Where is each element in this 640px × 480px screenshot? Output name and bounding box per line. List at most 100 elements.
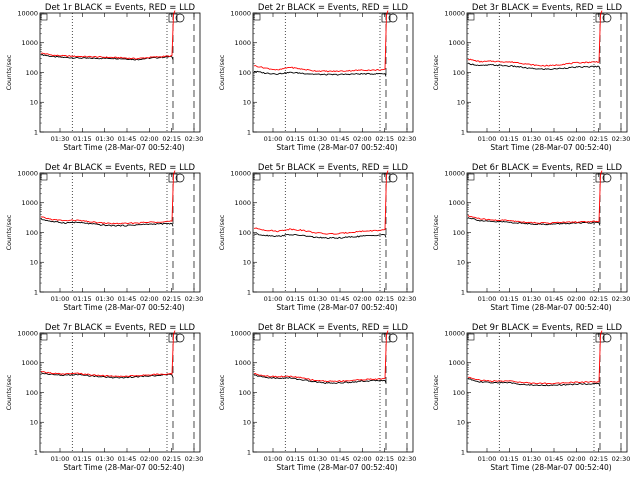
y-axis-label: Counts/sec bbox=[218, 374, 226, 410]
x-tick-label: 01:15 bbox=[73, 295, 92, 303]
y-tick-label: 100 bbox=[26, 229, 38, 237]
det-2r-chart: Det 2r BLACK = Events, RED = LLD 1 10 100 10… bbox=[218, 3, 416, 152]
x-tick-label: 01:00 bbox=[264, 455, 283, 463]
x-tick-label: 02:00 bbox=[353, 135, 372, 143]
x-tick-label: 02:15 bbox=[376, 295, 395, 303]
y-tick-label: 1 bbox=[461, 448, 465, 456]
x-tick-label: 02:15 bbox=[589, 135, 608, 143]
x-tick-label: 01:30 bbox=[51, 135, 70, 143]
events-series-line bbox=[254, 70, 387, 77]
x-tick-label: 01:30 bbox=[522, 455, 541, 463]
chart-title: Det 6r BLACK = Events, RED = LLD bbox=[472, 163, 623, 173]
x-axis-label: Start Time (28-Mar-07 00:52:40) bbox=[490, 143, 611, 152]
y-tick-label: 1000 bbox=[21, 39, 38, 47]
x-tick-label: 01:15 bbox=[500, 295, 519, 303]
x-tick-label: 02:15 bbox=[376, 135, 395, 143]
x-tick-label: 02:15 bbox=[162, 455, 181, 463]
x-tick-label: 02:15 bbox=[589, 295, 608, 303]
y-tick-label: 1000 bbox=[235, 199, 252, 207]
y-tick-label: 100 bbox=[452, 229, 464, 237]
y-tick-label: 10 bbox=[456, 99, 464, 107]
events-series-line bbox=[467, 62, 601, 71]
x-tick-label: 01:45 bbox=[544, 135, 563, 143]
x-tick-label: 02:00 bbox=[567, 295, 586, 303]
x-tick-label: 01:15 bbox=[500, 135, 519, 143]
x-tick-label: 02:30 bbox=[185, 455, 204, 463]
events-series-line bbox=[254, 374, 387, 384]
y-tick-label: 1 bbox=[461, 288, 465, 296]
lld-series-line bbox=[40, 330, 176, 378]
x-axis-label: Start Time (28-Mar-07 00:52:40) bbox=[277, 303, 398, 312]
det-8r-chart: Det 8r BLACK = Events, RED = LLD 1 10 100 10… bbox=[218, 323, 416, 472]
x-tick-label: 02:30 bbox=[611, 455, 630, 463]
corner-marker bbox=[467, 333, 474, 341]
y-axis-label: Counts/sec bbox=[218, 54, 226, 90]
events-series-line bbox=[40, 372, 174, 379]
corner-marker bbox=[467, 13, 474, 21]
y-tick-label: 1 bbox=[34, 128, 38, 136]
y-tick-label: 1 bbox=[34, 288, 38, 296]
y-tick-label: 10 bbox=[243, 99, 251, 107]
x-tick-label: 01:15 bbox=[73, 455, 92, 463]
y-axis-label: Counts/sec bbox=[218, 214, 226, 250]
x-tick-label: 02:00 bbox=[353, 295, 372, 303]
x-tick-label: 01:30 bbox=[95, 135, 114, 143]
x-tick-label: 01:00 bbox=[51, 295, 70, 303]
x-axis-label: Start Time (28-Mar-07 00:52:40) bbox=[63, 463, 184, 472]
circle-marker bbox=[388, 13, 398, 23]
chart-title: Det 7r BLACK = Events, RED = LLD bbox=[45, 323, 196, 333]
x-tick-label: 01:30 bbox=[522, 295, 541, 303]
x-tick-label: 01:15 bbox=[73, 135, 92, 143]
y-tick-label: 10 bbox=[456, 419, 464, 427]
y-tick-label: 100 bbox=[239, 229, 251, 237]
y-axis-label: Counts/sec bbox=[432, 374, 440, 410]
corner-marker bbox=[40, 13, 48, 21]
y-axis-label: Counts/sec bbox=[5, 374, 13, 410]
x-tick-label: 01:45 bbox=[118, 455, 137, 463]
x-tick-label: 01:15 bbox=[286, 455, 305, 463]
x-tick-label: 01:30 bbox=[309, 135, 328, 143]
x-tick-label: 02:30 bbox=[185, 295, 204, 303]
corner-marker bbox=[254, 173, 261, 181]
x-tick-label: 01:15 bbox=[286, 135, 305, 143]
y-tick-label: 1000 bbox=[21, 359, 38, 367]
circle-marker bbox=[175, 13, 185, 23]
det-4r-chart: Det 4r BLACK = Events, RED = LLD 1 10 100 10… bbox=[5, 163, 204, 312]
x-tick-label: 01:30 bbox=[95, 295, 114, 303]
x-tick-label: 01:45 bbox=[544, 455, 563, 463]
events-series-line bbox=[467, 216, 601, 226]
y-tick-label: 1000 bbox=[235, 359, 252, 367]
x-tick-label: 02:00 bbox=[567, 135, 586, 143]
x-axis-label: Start Time (28-Mar-07 00:52:40) bbox=[63, 143, 184, 152]
x-tick-label: 02:00 bbox=[140, 295, 159, 303]
circle-marker bbox=[388, 173, 398, 183]
y-tick-label: 10 bbox=[30, 259, 38, 267]
x-tick-label: 01:45 bbox=[118, 135, 137, 143]
x-tick-label: 01:15 bbox=[500, 455, 519, 463]
y-tick-label: 1000 bbox=[448, 39, 465, 47]
y-tick-label: 10000 bbox=[17, 169, 38, 177]
plot-frame bbox=[252, 332, 414, 453]
y-tick-label: 100 bbox=[452, 389, 464, 397]
circle-marker bbox=[175, 173, 185, 183]
x-tick-label: 01:30 bbox=[522, 135, 541, 143]
x-tick-label: 01:00 bbox=[264, 135, 283, 143]
y-tick-label: 100 bbox=[239, 389, 251, 397]
det-9r-chart: Det 9r BLACK = Events, RED = LLD 1 10 100 10… bbox=[432, 323, 630, 472]
events-series-line bbox=[467, 378, 601, 387]
y-tick-label: 100 bbox=[26, 389, 38, 397]
plot-frame bbox=[39, 332, 201, 453]
y-tick-label: 1 bbox=[461, 128, 465, 136]
x-axis-label: Start Time (28-Mar-07 00:52:40) bbox=[490, 463, 611, 472]
y-tick-label: 1000 bbox=[448, 199, 465, 207]
y-tick-label: 10 bbox=[456, 259, 464, 267]
y-tick-label: 10000 bbox=[444, 169, 465, 177]
x-tick-label: 02:00 bbox=[140, 135, 159, 143]
circle-marker bbox=[175, 333, 185, 343]
chart-title: Det 2r BLACK = Events, RED = LLD bbox=[258, 3, 409, 13]
y-tick-label: 1 bbox=[247, 448, 251, 456]
x-tick-label: 01:00 bbox=[477, 135, 496, 143]
det-5r-chart: Det 5r BLACK = Events, RED = LLD 1 10 100 10… bbox=[218, 163, 416, 312]
x-tick-label: 02:15 bbox=[376, 455, 395, 463]
